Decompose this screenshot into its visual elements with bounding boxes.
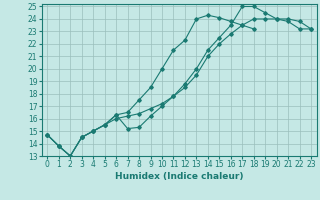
X-axis label: Humidex (Indice chaleur): Humidex (Indice chaleur) [115, 172, 244, 181]
